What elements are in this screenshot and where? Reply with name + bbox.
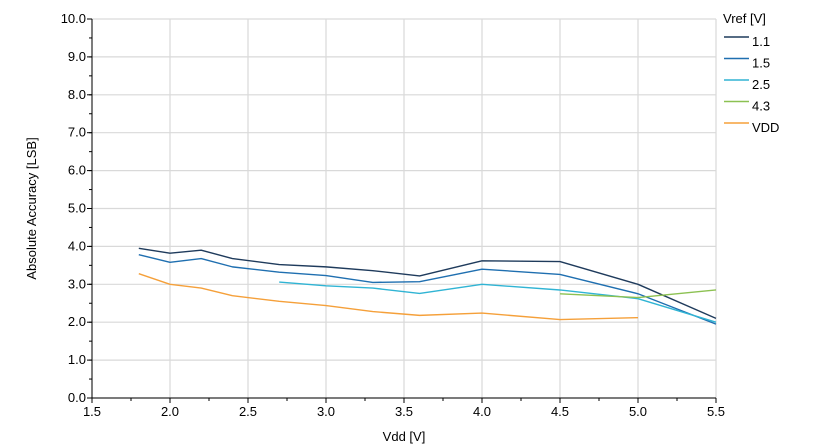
series-line-2-5 — [279, 281, 717, 323]
series-lines — [138, 247, 717, 325]
y-tick-label: 0.0 — [68, 390, 86, 405]
series-line-4-3 — [559, 289, 717, 299]
y-tick-label: 2.0 — [68, 314, 86, 329]
y-tick-label: 7.0 — [68, 125, 86, 140]
y-tick-label: 6.0 — [68, 163, 86, 178]
y-tick-label: 5.0 — [68, 201, 86, 216]
legend: Vref [V] 1.1 1.5 2.5 4.3 VDD — [723, 11, 779, 135]
y-tick-label: 1.0 — [68, 352, 86, 367]
x-tick-label: 5.5 — [707, 404, 725, 419]
legend-label: 4.3 — [752, 99, 770, 114]
y-tick-label: 10.0 — [61, 11, 86, 26]
x-tick-label: 2.5 — [239, 404, 257, 419]
x-tick-label: 1.5 — [83, 404, 101, 419]
x-tick-label: 3.5 — [395, 404, 413, 419]
series-line-1-5 — [138, 254, 717, 325]
axes — [87, 18, 717, 403]
series-line-1-1 — [138, 247, 717, 320]
y-axis-title: Absolute Accuracy [LSB] — [24, 137, 39, 279]
tick-labels: 1.5 2.0 2.5 3.0 3.5 4.0 4.5 5.0 5.5 0.0 1.0 2.0 3.0 4… — [61, 11, 725, 419]
x-tick-label: 3.0 — [317, 404, 335, 419]
legend-label: 1.5 — [752, 56, 770, 71]
legend-label: 1.1 — [752, 34, 770, 49]
x-axis-title: Vdd [V] — [383, 429, 426, 444]
x-tick-label: 4.5 — [551, 404, 569, 419]
x-tick-label: 4.0 — [473, 404, 491, 419]
x-tick-label: 2.0 — [161, 404, 179, 419]
legend-title: Vref [V] — [723, 11, 766, 26]
y-tick-label: 4.0 — [68, 238, 86, 253]
legend-label: VDD — [752, 120, 779, 135]
y-tick-label: 8.0 — [68, 87, 86, 102]
legend-label: 2.5 — [752, 77, 770, 92]
series-line-vdd — [138, 273, 639, 321]
y-tick-label: 3.0 — [68, 276, 86, 291]
grid — [91, 18, 717, 399]
x-tick-label: 5.0 — [629, 404, 647, 419]
y-tick-label: 9.0 — [68, 49, 86, 64]
